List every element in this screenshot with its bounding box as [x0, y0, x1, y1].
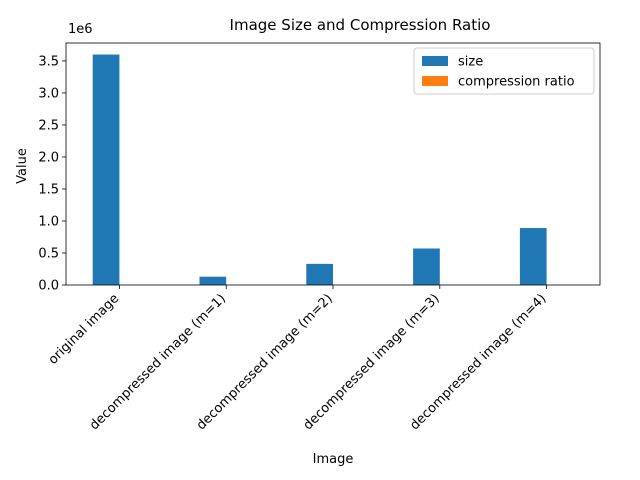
y-tick-label: 1.5 [38, 182, 59, 197]
chart-title: Image Size and Compression Ratio [230, 16, 491, 34]
y-tick-label: 2.0 [38, 150, 59, 165]
plot-frame [65, 42, 601, 286]
x-axis-label: Image [313, 452, 354, 467]
y-axis-ticks: 0.0 0.5 1.0 1.5 2.0 2.5 3.0 3.5 [38, 54, 66, 294]
legend: size compression ratio [413, 47, 595, 95]
y-tick-label: 3.0 [38, 86, 59, 101]
y-tick-label: 0.0 [38, 279, 59, 294]
legend-label: compression ratio [458, 75, 575, 90]
legend-swatch [422, 56, 448, 66]
legend-swatch [422, 76, 448, 86]
bar-size [306, 263, 333, 285]
y-axis-offset-text: 1e6 [68, 22, 93, 37]
bar-size [92, 54, 120, 286]
y-axis-label: Value [15, 148, 30, 184]
y-tick-label: 2.5 [38, 118, 59, 133]
bar-size [519, 228, 547, 285]
y-tick-label: 1.0 [38, 214, 59, 229]
bars [92, 54, 574, 286]
legend-label: size [458, 55, 483, 70]
legend-box [413, 47, 595, 95]
y-tick-label: 3.5 [38, 54, 59, 69]
bar-size [199, 276, 227, 285]
bar-size [413, 248, 440, 285]
y-tick-label: 0.5 [38, 246, 59, 261]
